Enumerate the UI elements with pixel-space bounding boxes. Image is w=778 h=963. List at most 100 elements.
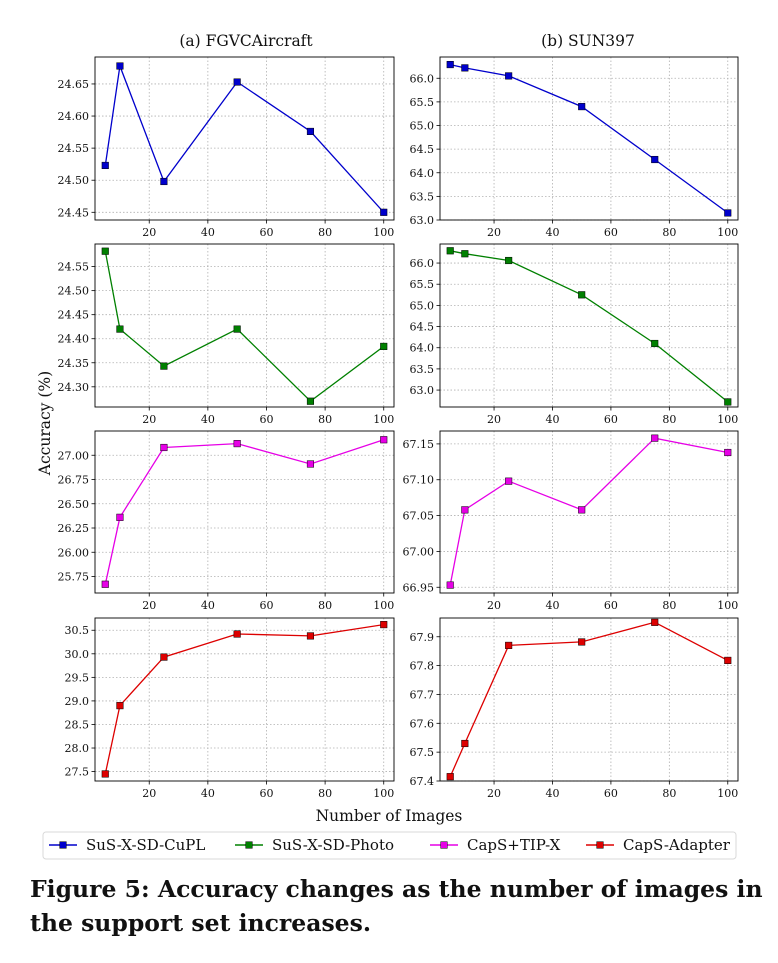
series-line bbox=[104, 439, 384, 585]
plot-frame bbox=[439, 56, 739, 221]
subplot-4-1: 20 40 60 80 100 27.5 28.0 28.5 29.0 29.5 30.0 30.5 bbox=[65, 617, 395, 800]
y-tick-label: 67.9 bbox=[410, 631, 435, 644]
data-point bbox=[446, 581, 454, 589]
y-tick-label: 65.0 bbox=[410, 120, 435, 133]
plot-frame bbox=[439, 243, 739, 408]
legend-item: CapS-Adapter bbox=[586, 836, 731, 854]
column-title-sun397: (b) SUN397 bbox=[541, 32, 635, 50]
y-tick-label: 29.5 bbox=[65, 671, 90, 684]
legend: SuS-X-SD-CuPL SuS-X-SD-Photo CapS+TIP-X Cap… bbox=[42, 831, 737, 860]
y-tick-label: 24.35 bbox=[58, 357, 90, 370]
x-tick-label: 60 bbox=[259, 413, 273, 426]
x-tick-label: 60 bbox=[604, 413, 618, 426]
data-point bbox=[461, 250, 469, 258]
y-tick-label: 67.00 bbox=[403, 545, 435, 558]
y-tick-label: 63.0 bbox=[410, 384, 435, 397]
data-point bbox=[101, 247, 109, 255]
y-tick-label: 65.5 bbox=[410, 278, 435, 291]
data-point bbox=[306, 632, 315, 640]
series-line bbox=[104, 623, 384, 775]
data-point bbox=[651, 618, 659, 626]
data-point bbox=[724, 448, 732, 457]
y-tick-label: 64.5 bbox=[410, 321, 435, 334]
y-tick-label: 24.60 bbox=[58, 110, 90, 123]
series-line bbox=[449, 621, 729, 777]
legend-marker bbox=[59, 841, 67, 849]
x-tick-label: 40 bbox=[201, 787, 215, 800]
plot-frame bbox=[94, 56, 395, 221]
legend-item: SuS-X-SD-CuPL bbox=[49, 836, 205, 854]
x-tick-label: 100 bbox=[373, 599, 394, 612]
x-tick-label: 80 bbox=[318, 599, 332, 612]
y-tick-label: 63.5 bbox=[410, 363, 435, 376]
plot-frame bbox=[94, 243, 395, 408]
y-tick-label: 24.50 bbox=[58, 285, 90, 298]
data-point bbox=[505, 256, 513, 265]
data-point bbox=[306, 397, 315, 405]
x-tick-label: 80 bbox=[318, 226, 332, 239]
data-point bbox=[446, 61, 454, 69]
legend-label: CapS+TIP-X bbox=[467, 836, 561, 854]
y-tick-label: 66.0 bbox=[410, 72, 435, 85]
y-tick-label: 28.5 bbox=[65, 718, 90, 731]
y-tick-label: 24.50 bbox=[58, 174, 90, 187]
data-point bbox=[505, 477, 513, 485]
plot-frame bbox=[439, 617, 739, 782]
data-point bbox=[651, 339, 659, 348]
y-axis-title: Accuracy (%) bbox=[36, 371, 54, 476]
data-point bbox=[306, 127, 315, 135]
data-point bbox=[380, 621, 388, 629]
x-tick-label: 20 bbox=[487, 226, 501, 239]
y-tick-label: 66.0 bbox=[410, 257, 435, 270]
y-tick-label: 67.8 bbox=[410, 660, 435, 673]
data-point bbox=[160, 443, 168, 452]
x-tick-label: 60 bbox=[259, 226, 273, 239]
data-point bbox=[578, 506, 586, 514]
x-tick-label: 80 bbox=[662, 787, 676, 800]
data-point bbox=[578, 638, 586, 646]
figure-caption: Figure 5: Accuracy changes as the number… bbox=[30, 875, 763, 937]
data-point bbox=[233, 630, 241, 638]
y-tick-label: 24.45 bbox=[58, 309, 90, 322]
data-point bbox=[101, 580, 109, 588]
x-tick-label: 60 bbox=[604, 226, 618, 239]
column-title-fgvcaircraft: (a) FGVCAircraft bbox=[179, 32, 313, 50]
y-tick-label: 67.7 bbox=[410, 688, 435, 701]
data-point bbox=[724, 398, 732, 406]
x-tick-label: 60 bbox=[604, 599, 618, 612]
y-tick-label: 24.40 bbox=[58, 333, 90, 346]
subplot-2-1: 20 40 60 80 100 24.30 24.35 24.40 24.45 24.50 24.5… bbox=[58, 243, 395, 426]
y-tick-label: 27.00 bbox=[58, 449, 90, 462]
data-point bbox=[578, 291, 586, 299]
subplot-4-2: 20 40 60 80 100 67.4 67.5 67.6 67.7 67.8 67.9 bbox=[410, 617, 739, 800]
subplot-grid: 20 40 60 80 100 24.45 24.50 24.55 24.60 24.65 20 40… bbox=[58, 56, 739, 800]
x-tick-label: 20 bbox=[142, 226, 156, 239]
y-tick-label: 24.55 bbox=[58, 261, 90, 274]
y-tick-label: 24.55 bbox=[58, 142, 90, 155]
data-point bbox=[101, 161, 109, 170]
x-tick-label: 100 bbox=[717, 226, 738, 239]
subplot-1-2: 20 40 60 80 100 63.0 63.5 64.0 64.5 65.0 65.5 66.0 bbox=[410, 56, 739, 239]
data-point bbox=[446, 773, 454, 781]
x-tick-label: 100 bbox=[373, 787, 394, 800]
data-point bbox=[160, 177, 168, 186]
y-tick-label: 64.5 bbox=[410, 143, 435, 156]
y-tick-label: 67.10 bbox=[403, 474, 435, 487]
y-tick-label: 64.0 bbox=[410, 167, 435, 180]
data-point bbox=[233, 78, 241, 86]
x-tick-label: 80 bbox=[662, 226, 676, 239]
y-tick-label: 28.0 bbox=[65, 742, 90, 755]
y-tick-label: 29.0 bbox=[65, 695, 90, 708]
x-tick-label: 40 bbox=[201, 599, 215, 612]
y-tick-label: 30.5 bbox=[65, 624, 90, 637]
legend-label: CapS-Adapter bbox=[623, 836, 731, 854]
y-tick-label: 67.05 bbox=[403, 510, 435, 523]
x-tick-label: 40 bbox=[201, 226, 215, 239]
y-tick-label: 63.0 bbox=[410, 214, 435, 227]
data-point bbox=[160, 362, 168, 370]
legend-frame bbox=[42, 831, 737, 860]
y-tick-label: 26.50 bbox=[58, 498, 90, 511]
y-tick-label: 67.6 bbox=[410, 717, 435, 730]
data-point bbox=[116, 325, 124, 333]
data-point bbox=[116, 62, 124, 70]
